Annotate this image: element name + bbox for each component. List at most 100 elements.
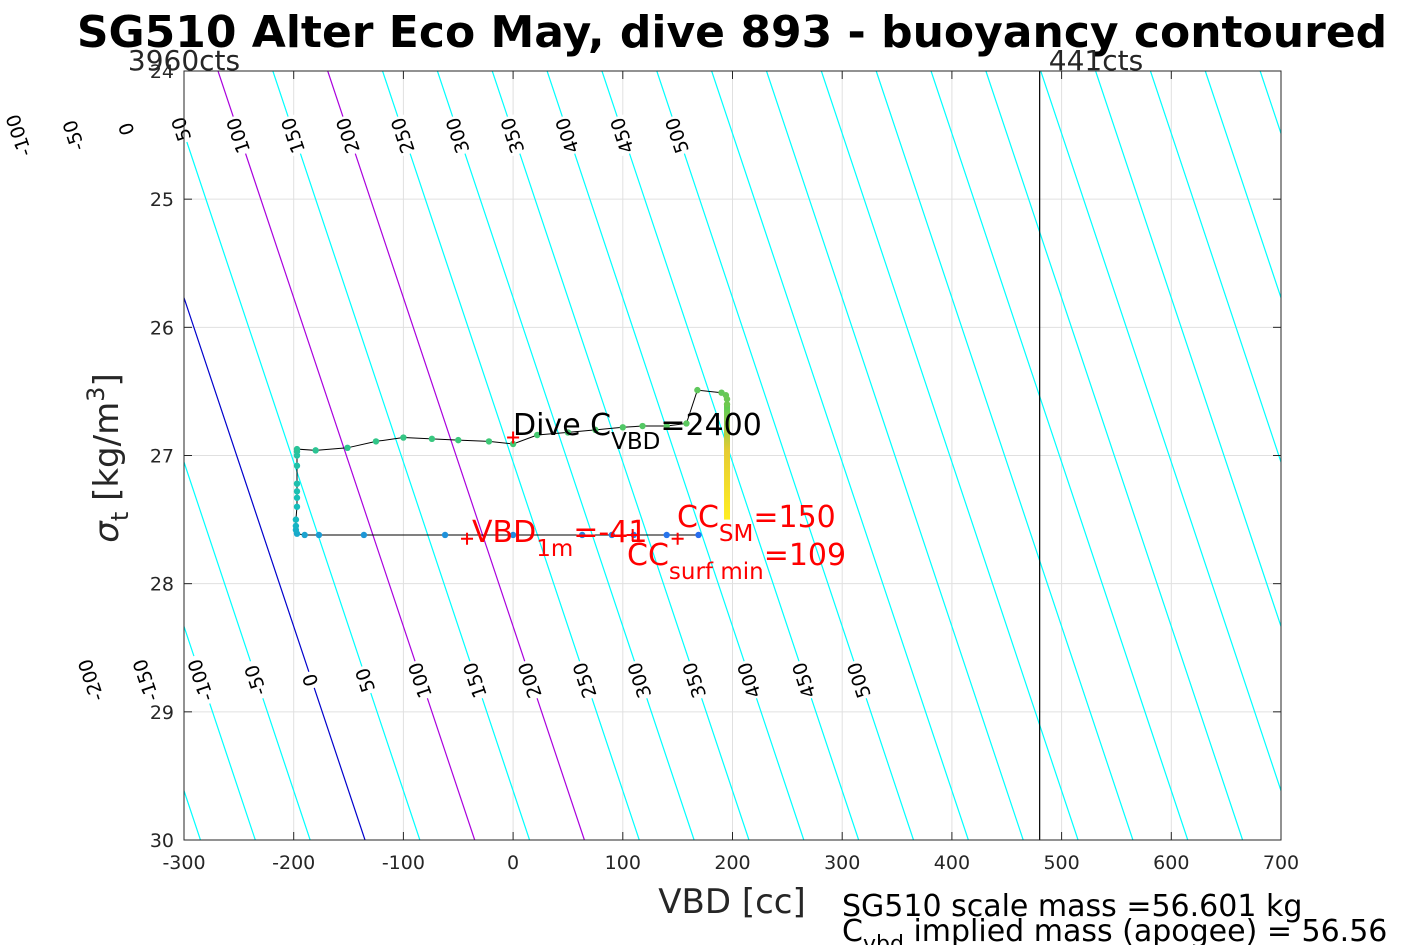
trace-point [315, 531, 323, 539]
marker-plus [671, 532, 684, 545]
ccsm-sub: SM [719, 521, 753, 547]
contour-label-bg [733, 657, 767, 702]
ticks: -300 -200 -100 0 100 200 300 400 500 600 700 24 25 26… [150, 61, 1299, 874]
contour-line [985, 71, 1244, 840]
x-tick-label: 700 [1263, 852, 1299, 874]
contour-line [1040, 71, 1281, 793]
trace-point [723, 395, 731, 403]
contour-label-bg [351, 663, 382, 697]
contour-label-bg [459, 657, 493, 702]
trace-point [360, 531, 368, 539]
trace-point [372, 438, 380, 445]
contour-line [601, 71, 860, 840]
contour-label-bg [332, 113, 366, 158]
y-axis-units: [kg/m [87, 402, 127, 512]
contour-label-bg [606, 113, 640, 158]
trace-point [694, 386, 701, 394]
trace-point [293, 445, 301, 453]
y-tick-label: 28 [150, 574, 174, 596]
y-tick-label: 25 [150, 189, 174, 211]
contour-line [656, 71, 915, 840]
contour-line [272, 71, 531, 840]
y-tick-label: 27 [150, 446, 174, 468]
contour-line [820, 71, 1079, 840]
trace-point [509, 531, 517, 539]
dive-value: =2400 [660, 408, 761, 443]
contour-line [436, 71, 695, 840]
trace-point [441, 531, 449, 539]
y-axis-label-text: σt [kg/m3] [82, 373, 134, 542]
contour-line [930, 71, 1189, 840]
marker-plus [507, 431, 520, 444]
trace-point [293, 503, 301, 510]
trace-point [663, 422, 670, 430]
dive-trace [292, 386, 731, 539]
y-axis-sigma: σ [87, 520, 127, 543]
contour-line [875, 71, 1134, 840]
trace-point [292, 522, 300, 530]
x-axis-label: VBD [cc] [658, 882, 806, 922]
trace-point [639, 422, 646, 430]
contour-label-bg [624, 657, 658, 702]
vbd1m-main: VBD [472, 515, 536, 550]
dive-sub: VBD [611, 429, 660, 455]
trace-point [400, 434, 407, 441]
x-tick-label: 0 [507, 852, 519, 874]
contour-label-bg [58, 113, 92, 158]
contour-label-bg [514, 657, 548, 702]
contour-line [184, 460, 311, 840]
contour-label-bg [222, 113, 257, 158]
x-tick-label: 300 [824, 852, 860, 874]
trace-point [663, 531, 670, 539]
contour-line [765, 71, 1024, 840]
contour-label-bg [298, 668, 325, 692]
y-axis-sup: 3 [82, 387, 110, 402]
trace-point [455, 436, 462, 444]
contour-label-bg [167, 111, 198, 146]
trace-point [564, 429, 572, 436]
contour-line [327, 71, 585, 840]
vbd1m-value: =-41 [573, 515, 647, 550]
contour-label-bg [569, 657, 603, 702]
contour-label-bg [73, 652, 111, 707]
contour-label-bg [843, 657, 877, 702]
contour-line [1095, 71, 1281, 629]
y-axis-label: σt [kg/m3] [82, 373, 134, 542]
contour-label-bg [1, 107, 39, 163]
ccsurf-sub: surf min [669, 559, 764, 585]
counts-right-label: 441cts [1049, 44, 1143, 77]
scale-mass-text: SG510 scale mass =56.601 kg [842, 889, 1302, 924]
ccsurf-main: CC [627, 538, 669, 573]
implied-rest: implied mass (apogee) = 56.56 [904, 914, 1388, 945]
contour-label-bg [128, 652, 166, 707]
trace-point [579, 531, 586, 539]
y-axis-close: ] [87, 373, 127, 386]
contour-line [1204, 71, 1281, 300]
y-tick-label: 30 [150, 830, 174, 852]
x-tick-label: -300 [162, 852, 205, 874]
contour-label-bg [404, 657, 438, 702]
trace-point [723, 401, 731, 408]
contour-label-bg [551, 113, 586, 158]
trace-point [534, 431, 541, 439]
dive-main: Dive C [513, 408, 611, 443]
contour-line [381, 71, 640, 840]
marker-plus [626, 528, 639, 541]
trace-point [344, 444, 351, 452]
marker-plus [461, 532, 474, 545]
x-tick-label: -200 [272, 852, 315, 874]
contour-label-bg [114, 117, 141, 141]
vbd1m-sub: 1m [536, 536, 573, 562]
vbd1m-annotation: VBD1m=-41 [472, 515, 647, 562]
contour-label-bg [183, 652, 221, 707]
dive-cvbd-annotation: Dive CVBD=2400 [513, 408, 762, 455]
contour-label-bg [240, 657, 274, 702]
y-tick-label: 24 [150, 61, 174, 83]
trace-point [292, 516, 300, 523]
contour-label-bg [788, 657, 822, 702]
implied-sub: vbd [863, 932, 904, 945]
trace-point [428, 435, 436, 443]
contour-label-bg [661, 113, 695, 158]
trace-point [619, 424, 626, 431]
